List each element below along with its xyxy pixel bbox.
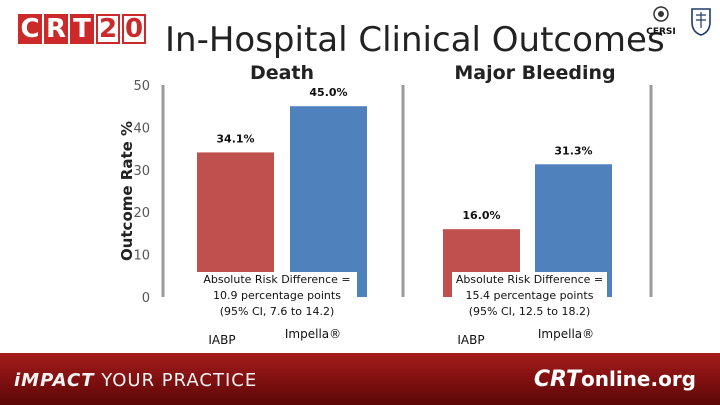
category-label: IABP bbox=[208, 333, 235, 347]
footer-tagline: iMPACT YOUR PRACTICE bbox=[14, 370, 257, 392]
bar-data-label: 34.1% bbox=[216, 132, 254, 145]
site-prefix: CRT bbox=[533, 367, 581, 392]
category-label: Impella® bbox=[285, 327, 341, 341]
risk-difference-line: Absolute Risk Difference = bbox=[203, 273, 351, 286]
risk-difference-line: (95% CI, 7.6 to 14.2) bbox=[219, 305, 335, 318]
cersi-logo: CERSI bbox=[646, 6, 676, 37]
tagline-rest: YOUR PRACTICE bbox=[94, 370, 258, 391]
logo-letter: 0 bbox=[122, 14, 146, 44]
y-tick-label: 50 bbox=[133, 79, 150, 94]
y-axis-label: Outcome Rate % bbox=[118, 121, 136, 261]
y-tick-label: 20 bbox=[133, 206, 150, 221]
logo-letter: 2 bbox=[96, 14, 120, 44]
panel-title-death: Death bbox=[249, 62, 315, 84]
university-crest-icon bbox=[691, 8, 711, 36]
risk-difference-death: Absolute Risk Difference = 10.9 percenta… bbox=[197, 272, 357, 320]
slide-title: In-Hospital Clinical Outcomes bbox=[165, 20, 665, 60]
risk-difference-line: Absolute Risk Difference = bbox=[455, 273, 604, 286]
bar-data-label: 31.3% bbox=[554, 144, 592, 157]
bar-data-label: 45.0% bbox=[309, 86, 347, 99]
bar bbox=[290, 106, 367, 297]
logo-letter: C bbox=[18, 14, 42, 44]
footer-banner: iMPACT YOUR PRACTICE CRTonline.org bbox=[0, 353, 720, 405]
risk-difference-line: (95% CI, 12.5 to 18.2) bbox=[468, 305, 591, 318]
y-tick-label: 40 bbox=[133, 121, 150, 136]
risk-difference-line: 10.9 percentage points bbox=[213, 289, 341, 302]
category-label: IABP bbox=[457, 333, 484, 347]
panel-title-major-bleeding: Major Bleeding bbox=[454, 62, 616, 84]
y-tick-label: 10 bbox=[133, 249, 150, 264]
y-tick-label: 0 bbox=[142, 291, 150, 306]
footer-site-link[interactable]: CRTonline.org bbox=[534, 367, 696, 392]
logo-letter: T bbox=[70, 14, 94, 44]
bar-data-label: 16.0% bbox=[462, 209, 500, 222]
crt20-logo: C R T 2 0 bbox=[18, 14, 148, 48]
risk-difference-bleeding: Absolute Risk Difference = 15.4 percenta… bbox=[452, 272, 607, 320]
tagline-prefix: iMPACT bbox=[14, 370, 95, 391]
site-rest: online.org bbox=[580, 367, 696, 391]
category-label: Impella® bbox=[538, 327, 594, 341]
y-tick-label: 30 bbox=[133, 164, 150, 179]
risk-difference-line: 15.4 percentage points bbox=[465, 289, 594, 302]
cersi-label: CERSI bbox=[646, 27, 676, 37]
logo-letter: R bbox=[44, 14, 68, 44]
